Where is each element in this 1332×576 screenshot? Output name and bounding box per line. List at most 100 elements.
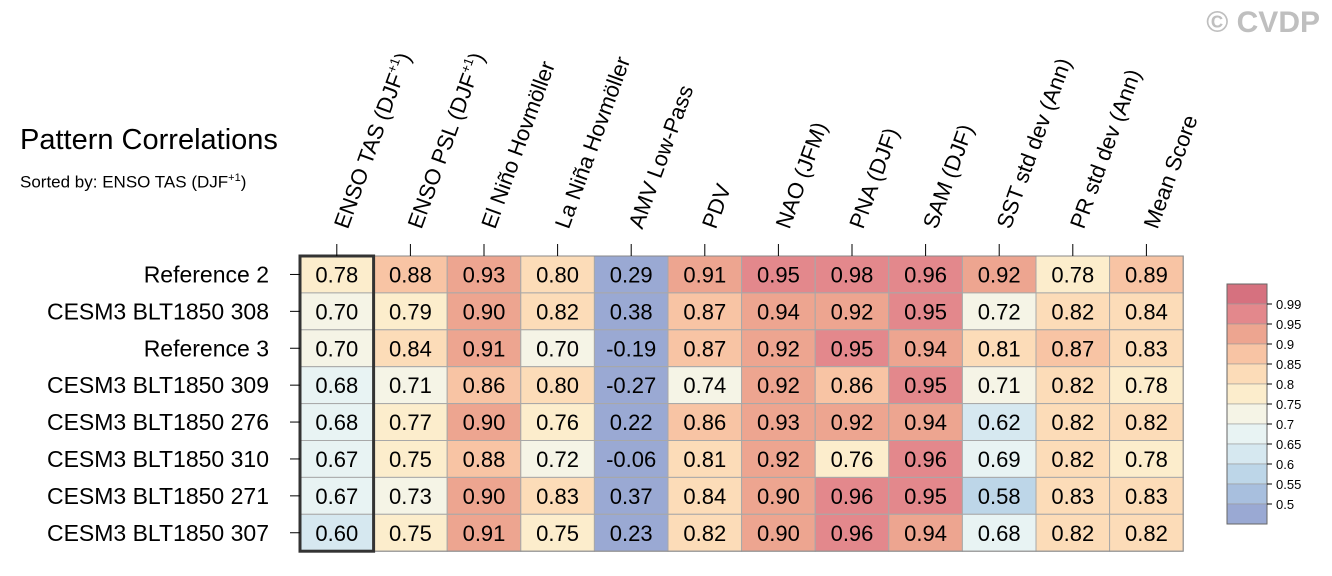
heatmap-cell [667,403,743,442]
cell-value-label: -0.19 [606,336,656,361]
cell-value-label: 0.86 [683,410,726,435]
colorbar-tick-label: 0.85 [1276,357,1301,372]
cell-value-label: 0.89 [1125,262,1168,287]
column-label-text: ENSO TAS (DJF [329,70,408,232]
colorbar-segment [1226,503,1268,525]
cell-value-label: 0.23 [610,521,653,546]
cell-value-label: 0.82 [1051,299,1094,324]
heatmap-cell [1035,255,1111,294]
column-label: NAO (JFM) [771,119,833,232]
cell-value-label: 0.75 [389,447,432,472]
cell-value-label: 0.78 [1125,447,1168,472]
column-label-text: SST std dev (Ann) [991,55,1076,232]
cell-value-label: 0.95 [904,373,947,398]
row-label: Reference 3 [144,335,269,361]
column-label-text: ENSO PSL (DJF [403,70,482,232]
heatmap-cell [299,403,375,442]
cell-value-label: 0.90 [463,484,506,509]
cell-value-label: 0.92 [757,447,800,472]
heatmap-cell [814,403,890,442]
cell-value-label: 0.95 [757,262,800,287]
cell-value-label: 0.77 [389,410,432,435]
cell-value-label: 0.93 [463,262,506,287]
cell-value-label: 0.95 [904,484,947,509]
colorbar-segment [1226,323,1268,345]
heatmap-cell [520,292,595,331]
cell-value-label: 0.82 [1125,410,1168,435]
column-label-text: AMV Low-Pass [623,82,698,232]
cell-value-label: 0.92 [978,262,1021,287]
cell-value-label: 0.90 [463,410,506,435]
heatmap-cell [1035,476,1111,515]
heatmap-cell [741,329,816,368]
cell-value-label: 0.82 [1051,410,1094,435]
cell-value-label: 0.68 [978,521,1021,546]
cell-value-label: 0.70 [315,299,358,324]
colorbar-segment [1226,463,1268,485]
cell-value-label: 0.82 [536,299,579,324]
cell-value-label: 0.73 [389,484,432,509]
cell-value-label: 0.78 [1125,373,1168,398]
cell-value-label: 0.62 [978,410,1021,435]
heatmap-cell [593,329,669,368]
column-label-text: La Niña Hovmöller [550,53,635,232]
cell-value-label: 0.84 [389,336,432,361]
cell-value-label: 0.87 [683,336,726,361]
cell-value-label: 0.83 [1125,484,1168,509]
cell-value-label: 0.67 [315,484,358,509]
cell-value-label: 0.91 [463,521,506,546]
cell-value-label: 0.81 [683,447,726,472]
heatmap-cell [1109,513,1184,552]
cell-value-label: 0.92 [757,336,800,361]
column-label: PDV [697,180,736,231]
cell-value-label: 0.78 [315,262,358,287]
colorbar-tick-label: 0.6 [1276,457,1294,472]
heatmap-cell [446,440,522,478]
heatmap-cell [1035,329,1111,368]
colorbar-segment [1226,363,1268,385]
cell-value-label: 0.80 [536,373,579,398]
cell-value-label: 0.81 [978,336,1021,361]
cell-value-label: 0.95 [904,299,947,324]
cell-value-label: 0.37 [610,484,653,509]
cell-value-label: 0.98 [831,262,874,287]
row-label: CESM3 BLT1850 308 [47,298,269,324]
cell-value-label: 0.84 [683,484,726,509]
cell-value-label: 0.74 [683,373,726,398]
cell-value-label: 0.76 [831,447,874,472]
subtitle-sup: +1 [228,172,241,184]
column-label: La Niña Hovmöller [550,53,635,232]
cell-value-label: 0.94 [904,410,947,435]
heatmap-cell [1035,440,1111,478]
chart-title: Pattern Correlations [20,124,278,156]
cell-value-label: 0.70 [315,336,358,361]
cell-value-label: 0.84 [1125,299,1168,324]
colorbar-segment [1226,343,1268,365]
subtitle-suffix: ) [240,172,247,192]
row-label: CESM3 BLT1850 276 [47,409,269,435]
cell-value-label: 0.68 [315,373,358,398]
cell-value-label: 0.75 [536,521,579,546]
cell-value-label: 0.94 [904,336,947,361]
heatmap-cell [373,329,448,368]
heatmap-cell [888,403,963,442]
colorbar-tick-label: 0.55 [1276,477,1301,492]
cell-value-label: 0.70 [536,336,579,361]
cell-value-label: 0.92 [831,299,874,324]
colorbar-segment [1226,383,1268,405]
colorbar-segment [1226,443,1268,465]
cell-value-label: -0.06 [606,447,656,472]
cell-value-label: -0.27 [606,373,656,398]
heatmap-cell [814,255,890,294]
cell-value-label: 0.96 [831,484,874,509]
column-label: PR std dev (Ann) [1065,66,1146,232]
colorbar-segment [1226,303,1268,325]
column-label: ENSO TAS (DJF+1) [328,49,416,232]
colorbar-segment [1226,483,1268,505]
heatmap-cell [520,329,595,368]
heatmap-cell [593,403,669,442]
heatmap-cell [1109,292,1184,331]
column-label-sup: +1 [384,56,403,75]
colorbar-tick-label: 0.5 [1276,497,1294,512]
cell-value-label: 0.94 [757,299,800,324]
